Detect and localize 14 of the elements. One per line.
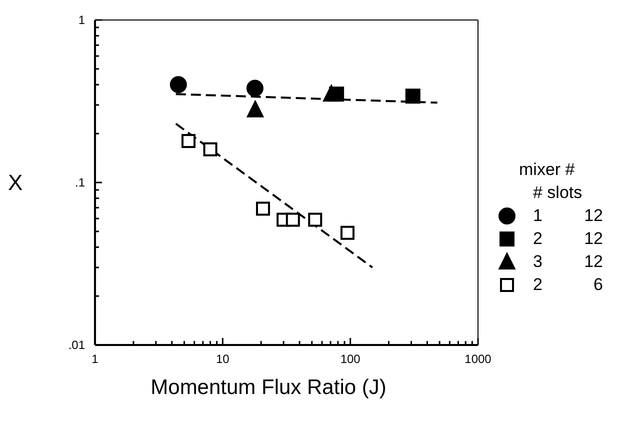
x-axis-title: Momentum Flux Ratio (J) bbox=[150, 376, 388, 400]
x-tick-label: 1000 bbox=[464, 352, 492, 366]
y-tick-label: .1 bbox=[74, 176, 86, 190]
x-tick-label: 100 bbox=[340, 352, 361, 366]
y-tick-label: 1 bbox=[78, 13, 86, 27]
x-tick-label: 1 bbox=[92, 352, 99, 366]
legend-label: 3 12 bbox=[533, 251, 603, 273]
legend-label: 2 6 bbox=[533, 274, 603, 296]
legend-label: 2 12 bbox=[533, 228, 603, 250]
legend-label: 1 12 bbox=[533, 205, 603, 227]
legend-title: mixer # # slots bbox=[518, 159, 584, 204]
y-axis-title: X bbox=[8, 170, 23, 196]
y-tick-label: .01 bbox=[68, 338, 86, 352]
x-tick-label: 10 bbox=[216, 352, 230, 366]
